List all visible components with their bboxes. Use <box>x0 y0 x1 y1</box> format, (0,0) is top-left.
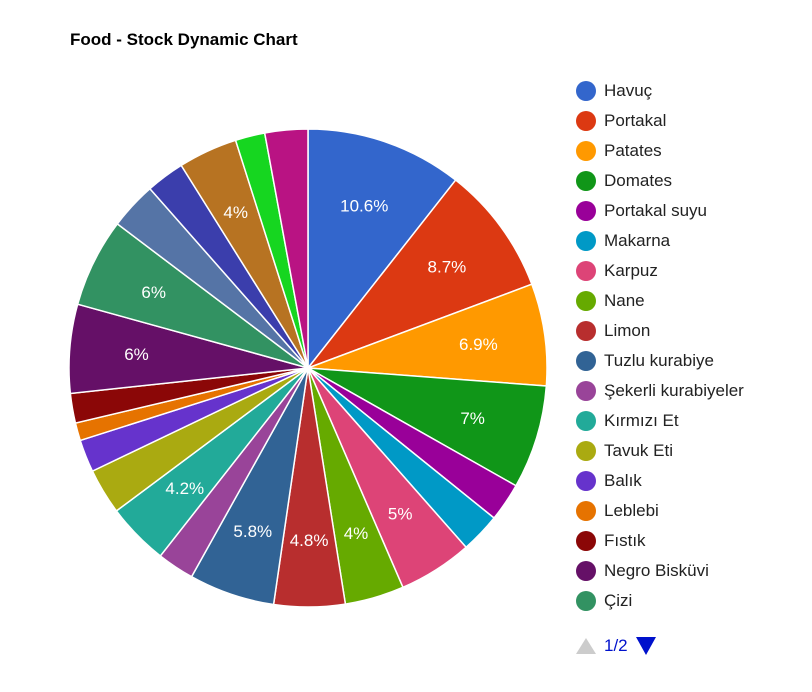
slice-label-2: 6.9% <box>459 335 498 354</box>
slice-label-9: 5.8% <box>233 522 272 541</box>
legend-color-dot <box>576 111 596 131</box>
slice-label-6: 5% <box>388 504 413 523</box>
chart-legend: Havuç Portakal Patates Domates Portakal suyu… <box>576 76 744 616</box>
legend-label: Limon <box>604 321 651 340</box>
legend-pager: 1/2 <box>576 636 656 656</box>
legend-label: Nane <box>604 291 645 310</box>
pie-slice-3[interactable] <box>307 367 548 487</box>
legend-color-dot <box>576 321 596 341</box>
legend-item[interactable]: Portakal suyu <box>576 196 744 226</box>
legend-color-dot <box>576 141 596 161</box>
legend-item[interactable]: Şekerli kurabiyeler <box>576 376 744 406</box>
legend-color-dot <box>576 411 596 431</box>
legend-item[interactable]: Negro Bisküvi <box>576 556 744 586</box>
slice-label-3: 7% <box>460 409 485 428</box>
slice-label-0: 10.6% <box>340 196 388 215</box>
legend-label: Makarna <box>604 231 671 250</box>
slice-label-17: 6% <box>141 283 166 302</box>
legend-color-dot <box>576 261 596 281</box>
legend-item[interactable]: Patates <box>576 136 744 166</box>
slice-label-1: 8.7% <box>428 257 467 276</box>
legend-color-dot <box>576 81 596 101</box>
legend-item[interactable]: Karpuz <box>576 256 744 286</box>
legend-color-dot <box>576 171 596 191</box>
legend-item[interactable]: Tuzlu kurabiye <box>576 346 744 376</box>
legend-item[interactable]: Kırmızı Et <box>576 406 744 436</box>
legend-item[interactable]: Limon <box>576 316 744 346</box>
legend-color-dot <box>576 561 596 581</box>
slice-label-20: 4% <box>223 203 248 222</box>
legend-label: Tuzlu kurabiye <box>604 351 714 370</box>
legend-label: Havuç <box>604 81 653 100</box>
pie-slice-2[interactable] <box>307 283 548 387</box>
legend-label: Balık <box>604 471 642 490</box>
legend-item[interactable]: Leblebi <box>576 496 744 526</box>
legend-label: Portakal suyu <box>604 201 707 220</box>
legend-label: Domates <box>604 171 673 190</box>
legend-color-dot <box>576 501 596 521</box>
legend-color-dot <box>576 531 596 551</box>
legend-label: Karpuz <box>604 261 658 280</box>
legend-color-dot <box>576 201 596 221</box>
chart-title: Food - Stock Dynamic Chart <box>70 30 298 49</box>
slice-label-8: 4.8% <box>290 531 329 550</box>
legend-label: Leblebi <box>604 501 659 520</box>
legend-label: Tavuk Eti <box>604 441 673 460</box>
slice-label-7: 4% <box>344 524 369 543</box>
pie-slice-22[interactable] <box>263 128 309 369</box>
legend-item[interactable]: Çizi <box>576 586 744 616</box>
legend-item[interactable]: Tavuk Eti <box>576 436 744 466</box>
pager-next-icon[interactable] <box>635 637 656 655</box>
legend-color-dot <box>576 231 596 251</box>
legend-item[interactable]: Fıstık <box>576 526 744 556</box>
legend-item[interactable]: Balık <box>576 466 744 496</box>
legend-color-dot <box>576 381 596 401</box>
legend-label: Fıstık <box>604 531 646 550</box>
legend-color-dot <box>576 471 596 491</box>
slice-label-11: 4.2% <box>165 479 204 498</box>
pager-page-indicator: 1/2 <box>604 636 628 655</box>
legend-color-dot <box>576 441 596 461</box>
legend-label: Şekerli kurabiyeler <box>604 381 744 400</box>
legend-label: Çizi <box>604 591 633 610</box>
legend-item[interactable]: Nane <box>576 286 744 316</box>
legend-color-dot <box>576 351 596 371</box>
slice-label-16: 6% <box>124 345 149 364</box>
pie-slice-0[interactable] <box>307 128 457 371</box>
legend-item[interactable]: Makarna <box>576 226 744 256</box>
legend-label: Kırmızı Et <box>604 411 679 430</box>
legend-color-dot <box>576 291 596 311</box>
legend-label: Negro Bisküvi <box>604 561 709 580</box>
pie-slice-1[interactable] <box>305 179 533 370</box>
legend-label: Portakal <box>604 111 667 130</box>
legend-item[interactable]: Portakal <box>576 106 744 136</box>
legend-color-dot <box>576 591 596 611</box>
legend-label: Patates <box>604 141 662 160</box>
legend-item[interactable]: Domates <box>576 166 744 196</box>
legend-item[interactable]: Havuç <box>576 76 744 106</box>
pager-prev-icon <box>576 638 596 654</box>
